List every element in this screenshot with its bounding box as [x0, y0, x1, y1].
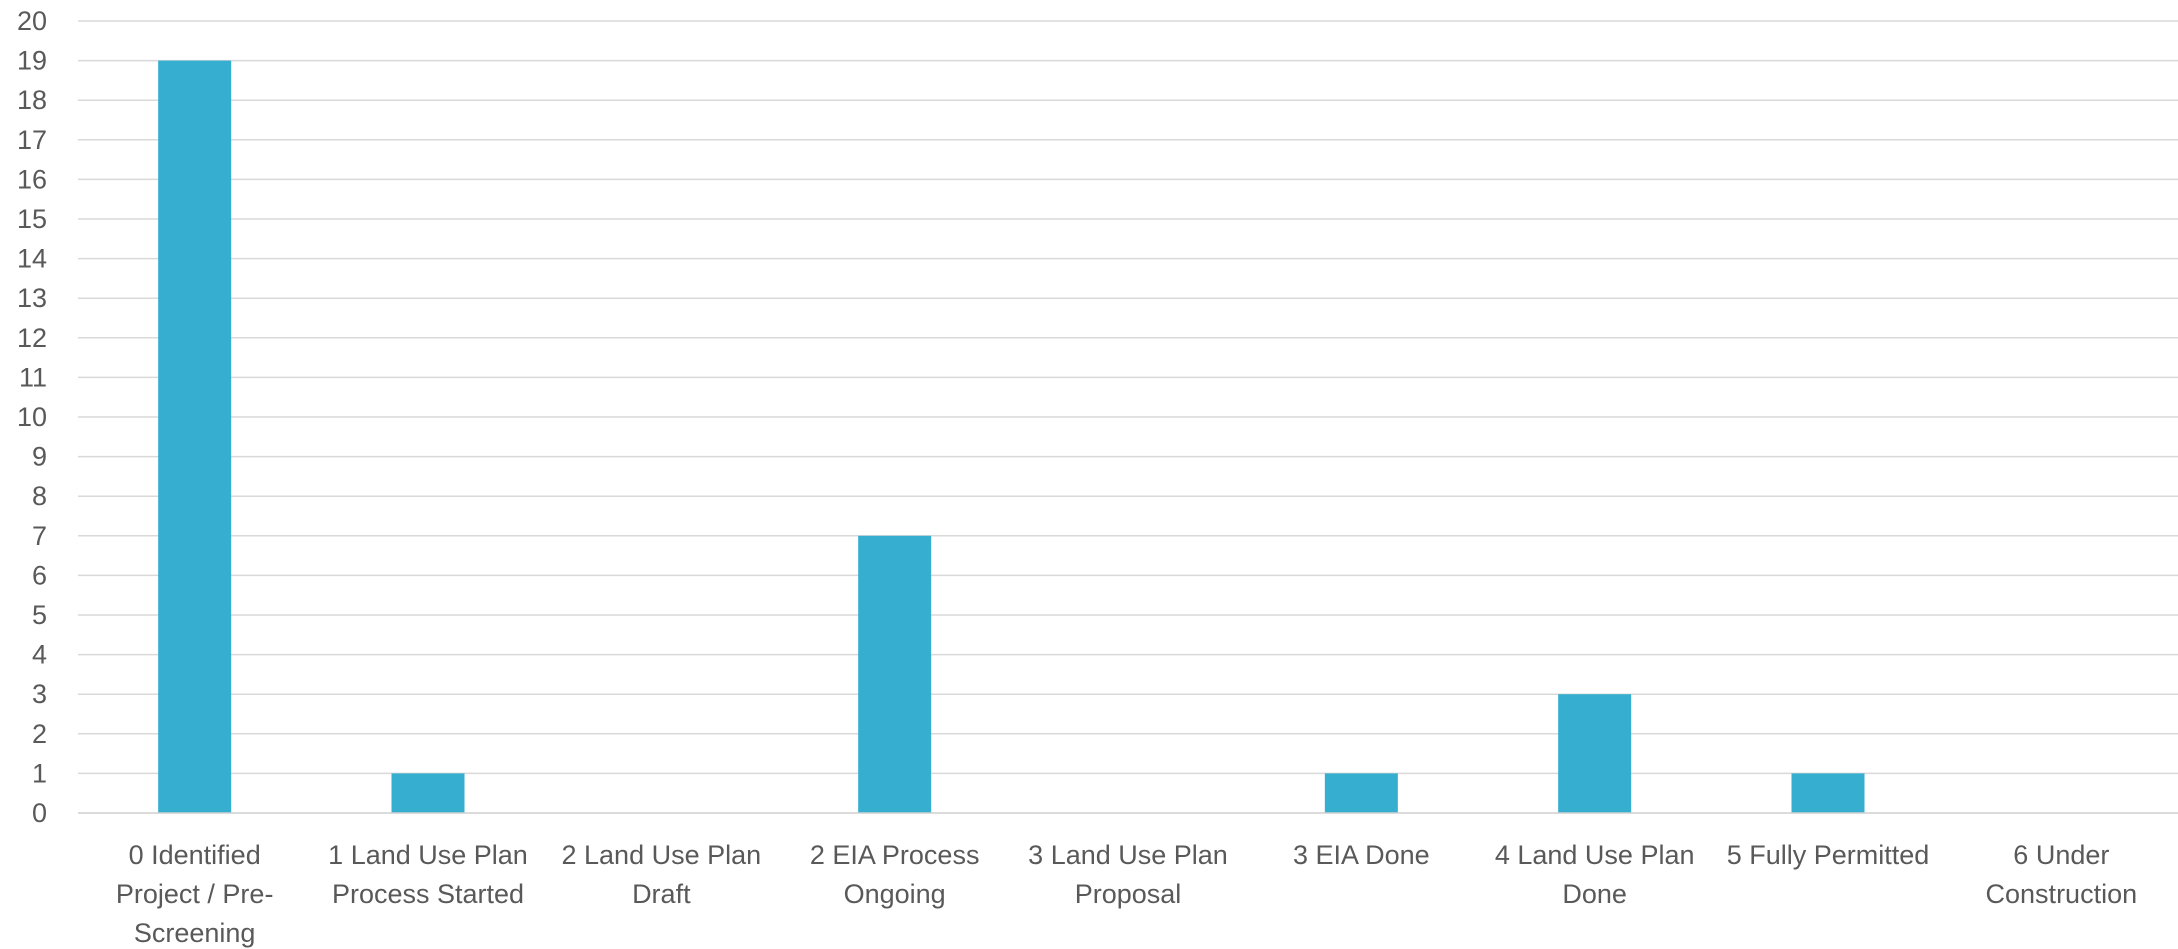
y-tick-label: 10 — [17, 402, 47, 432]
x-category-label-line: 5 Fully Permitted — [1727, 840, 1930, 870]
x-category-label-line: Draft — [632, 879, 691, 909]
x-category-label-line: 3 EIA Done — [1293, 840, 1430, 870]
x-axis-category-labels: 0 Identified Project / Pre- Screening 1 Lan… — [116, 840, 2137, 948]
y-tick-label: 12 — [17, 323, 47, 353]
x-category-label: 3 EIA Done — [1293, 840, 1430, 870]
x-category-label: 2 Land Use Plan Draft — [562, 840, 762, 909]
bar — [158, 60, 232, 814]
x-category-label-line: Screening — [134, 918, 256, 948]
x-category-label-line: Process Started — [332, 879, 524, 909]
y-tick-label: 11 — [19, 362, 47, 392]
x-category-label: 4 Land Use Plan Done — [1495, 840, 1695, 909]
y-tick-label: 13 — [17, 283, 47, 313]
y-tick-label: 6 — [32, 560, 47, 590]
bar — [391, 773, 465, 813]
x-category-label-line: Done — [1562, 879, 1627, 909]
y-tick-label: 8 — [32, 481, 47, 511]
y-tick-label: 15 — [17, 204, 47, 234]
bar — [1791, 773, 1865, 813]
x-category-label: 3 Land Use Plan Proposal — [1028, 840, 1228, 909]
x-category-label-line: Construction — [1986, 879, 2138, 909]
x-category-label: 0 Identified Project / Pre- Screening — [116, 840, 274, 948]
bar — [858, 535, 932, 813]
x-category-label-line: 1 Land Use Plan — [328, 840, 528, 870]
x-category-label: 6 Under Construction — [1986, 840, 2138, 909]
gridlines — [78, 20, 2178, 775]
y-tick-label: 17 — [17, 125, 47, 155]
bars — [158, 60, 1865, 814]
y-tick-label: 1 — [32, 758, 47, 788]
y-tick-label: 19 — [17, 46, 47, 76]
x-category-label-line: 4 Land Use Plan — [1495, 840, 1695, 870]
x-category-label-line: 2 Land Use Plan — [562, 840, 762, 870]
x-category-label-line: Ongoing — [844, 879, 946, 909]
y-tick-label: 7 — [32, 521, 47, 551]
bar — [1558, 694, 1632, 813]
x-category-label-line: 6 Under — [2013, 840, 2109, 870]
y-tick-label: 2 — [32, 719, 47, 749]
x-category-label: 1 Land Use Plan Process Started — [328, 840, 528, 909]
y-tick-label: 3 — [32, 679, 47, 709]
bar — [1324, 773, 1398, 813]
y-tick-label: 9 — [32, 442, 47, 472]
x-category-label-line: 0 Identified — [129, 840, 261, 870]
y-tick-label: 18 — [17, 85, 47, 115]
y-tick-label: 0 — [32, 798, 47, 828]
x-category-label-line: Project / Pre- — [116, 879, 274, 909]
y-tick-label: 14 — [17, 244, 47, 274]
x-category-label-line: 2 EIA Process — [810, 840, 980, 870]
y-tick-label: 16 — [17, 164, 47, 194]
y-tick-label: 5 — [32, 600, 47, 630]
y-tick-label: 4 — [32, 640, 47, 670]
x-category-label: 5 Fully Permitted — [1727, 840, 1930, 870]
x-category-label-line: Proposal — [1075, 879, 1182, 909]
x-category-label: 2 EIA Process Ongoing — [810, 840, 980, 909]
y-tick-label: 20 — [17, 6, 47, 36]
x-category-label-line: 3 Land Use Plan — [1028, 840, 1228, 870]
